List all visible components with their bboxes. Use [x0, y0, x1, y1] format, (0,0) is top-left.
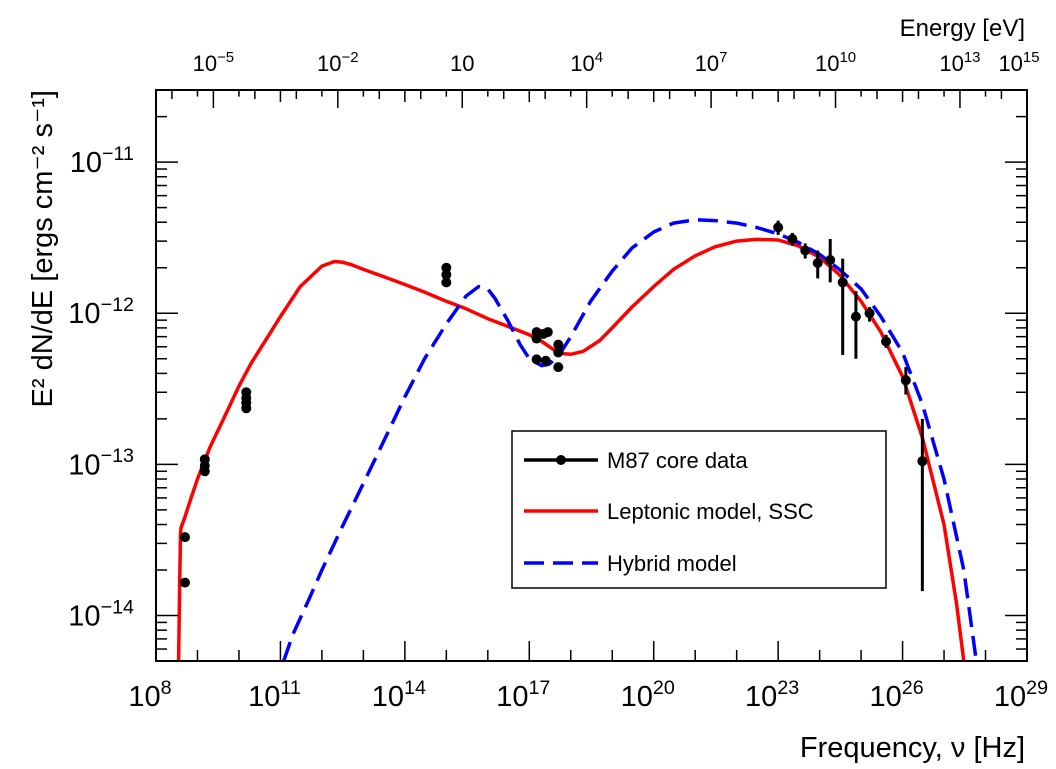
top-axis-ticks: 10−5 10−2 10 104 107 1010 1013 1015 — [171, 49, 1040, 108]
data-point — [542, 327, 553, 338]
x-tick-label: 1014 — [372, 677, 426, 713]
top-tick-label: 1013 — [939, 49, 980, 76]
plot-frame — [155, 89, 1028, 662]
data-point — [864, 308, 875, 319]
data-point — [900, 375, 911, 386]
y-tick-label: 10−13 — [68, 445, 134, 481]
y-tick-label: 10−11 — [70, 143, 134, 179]
y-tick-label: 10−14 — [68, 596, 134, 632]
data-points — [179, 220, 928, 592]
top-tick-label: 1010 — [815, 49, 856, 76]
x-tick-label: 1026 — [869, 677, 923, 713]
top-tick-label: 10 — [450, 51, 474, 76]
data-point — [773, 222, 784, 233]
data-point — [800, 245, 811, 256]
data-point — [540, 355, 551, 366]
x-axis-title: Frequency, ν [Hz] — [800, 732, 1025, 764]
data-point — [837, 277, 848, 288]
data-point — [241, 403, 252, 414]
data-point — [441, 269, 452, 280]
legend-entry-data: M87 core data — [524, 448, 748, 473]
data-point — [825, 255, 836, 266]
top-tick-label: 107 — [695, 49, 728, 76]
legend-label-hybrid: Hybrid model — [607, 551, 737, 576]
data-point — [179, 532, 190, 543]
x-tick-label: 1017 — [496, 677, 550, 713]
data-point — [441, 262, 452, 273]
top-axis-title: Energy [eV] — [900, 15, 1025, 42]
x-tick-label: 1029 — [994, 677, 1048, 713]
top-tick-label: 1015 — [998, 49, 1039, 76]
data-point — [787, 233, 798, 244]
y-axis-title: E² dN/dE [ergs cm⁻² s⁻¹] — [27, 90, 59, 407]
data-point — [179, 577, 190, 588]
legend-marker-data — [556, 455, 566, 465]
x-tick-label: 1023 — [745, 677, 799, 713]
legend-label-leptonic: Leptonic model, SSC — [607, 499, 814, 524]
y-axis-ticks: 10−11 10−12 10−13 10−14 — [68, 89, 1027, 662]
hybrid-model-curve — [282, 218, 979, 661]
data-point — [199, 466, 210, 477]
data-point — [881, 336, 892, 347]
top-tick-label: 10−2 — [317, 49, 359, 76]
top-tick-label: 10−5 — [193, 49, 235, 76]
legend-label-data: M87 core data — [607, 448, 748, 473]
data-point — [917, 456, 928, 467]
data-point — [553, 347, 564, 358]
legend-entry-leptonic: Leptonic model, SSC — [524, 499, 814, 524]
data-point — [850, 311, 861, 322]
x-axis-ticks: 108 1011 1014 1017 1020 1023 1026 1029 — [128, 90, 1048, 713]
data-point — [553, 362, 564, 373]
data-point — [531, 354, 542, 365]
data-point — [441, 277, 452, 288]
x-tick-label: 1020 — [621, 677, 675, 713]
data-point — [812, 257, 823, 268]
top-tick-label: 104 — [570, 49, 603, 76]
legend: M87 core data Leptonic model, SSC Hybrid… — [511, 430, 887, 589]
x-tick-label: 108 — [128, 677, 171, 713]
data-point — [553, 339, 564, 350]
x-tick-label: 1011 — [248, 677, 301, 713]
y-tick-label: 10−12 — [68, 294, 134, 330]
legend-entry-hybrid: Hybrid model — [524, 551, 737, 576]
